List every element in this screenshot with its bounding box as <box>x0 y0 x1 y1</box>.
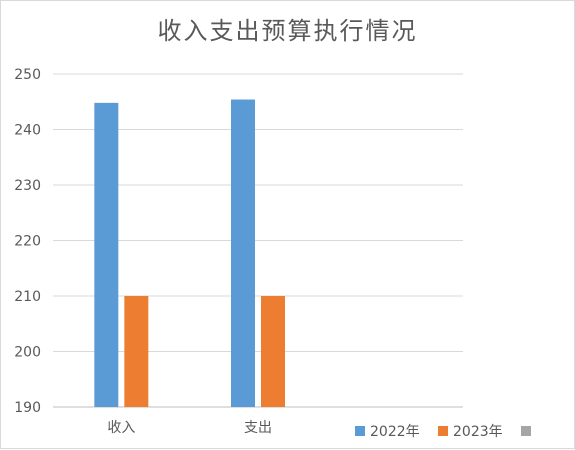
y-tick-label-250: 250 <box>14 67 41 83</box>
y-tick-label-230: 230 <box>14 178 41 194</box>
legend-label-0: 2022年 <box>370 424 420 440</box>
bar-支出-series-0 <box>231 99 255 407</box>
x-category-label-0: 收入 <box>107 420 135 436</box>
y-tick-label-200: 200 <box>14 345 41 361</box>
chart-title: 收入支出预算执行情况 <box>157 17 418 45</box>
x-category-label-1: 支出 <box>244 420 272 436</box>
y-tick-label-190: 190 <box>14 400 41 416</box>
y-tick-label-240: 240 <box>14 123 41 139</box>
bar-收入-series-1 <box>124 296 149 407</box>
y-tick-label-220: 220 <box>14 234 41 250</box>
legend-swatch-2 <box>521 426 531 436</box>
bar-收入-series-0 <box>94 102 119 408</box>
y-tick-label-210: 210 <box>14 289 41 305</box>
legend-swatch-0 <box>355 426 365 436</box>
legend-label-1: 2023年 <box>453 424 503 440</box>
legend-swatch-1 <box>438 426 448 436</box>
bar-支出-series-1 <box>261 296 285 407</box>
